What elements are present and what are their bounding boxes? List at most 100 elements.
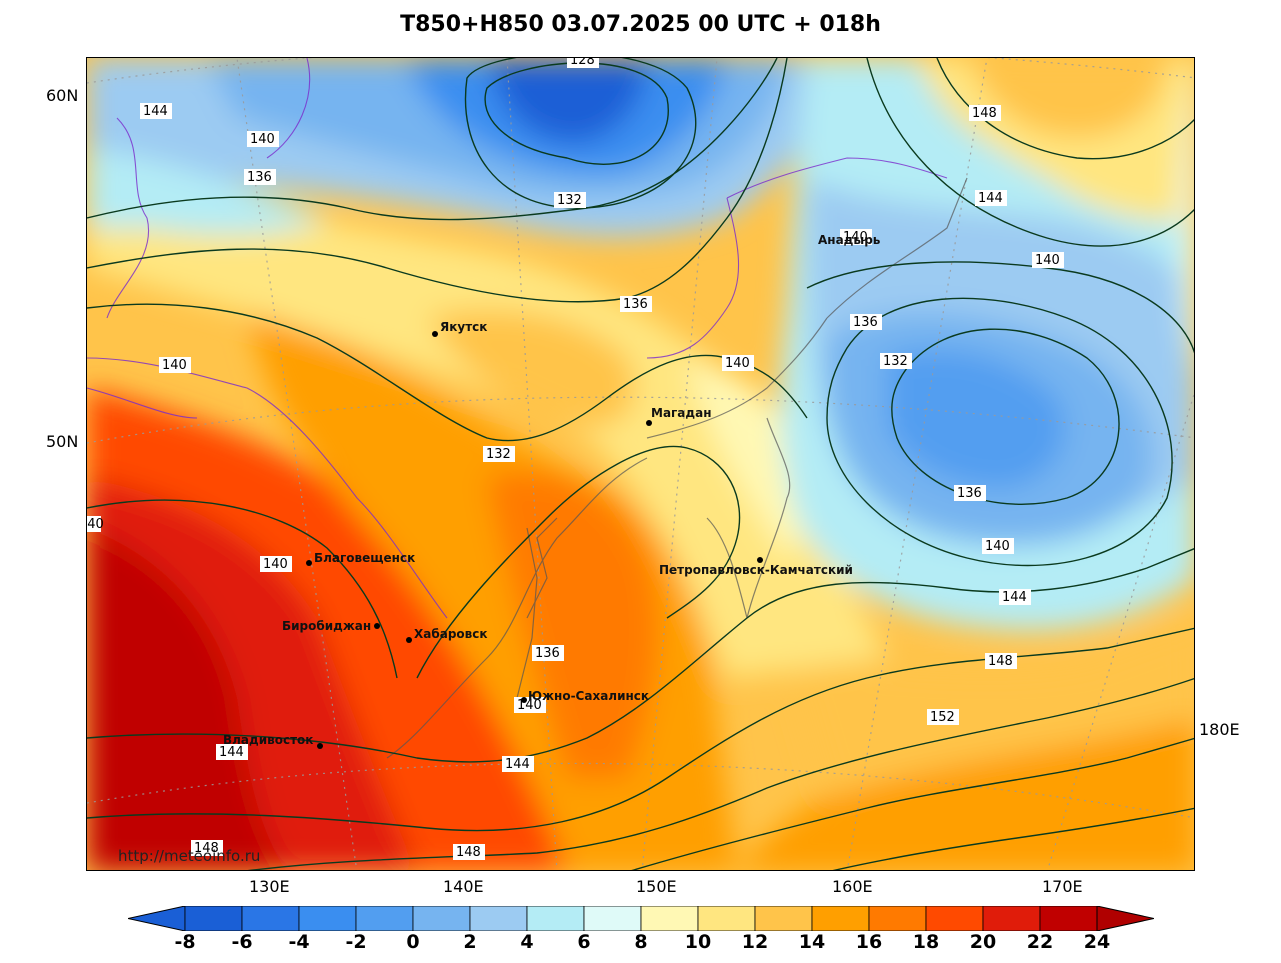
svg-text:Биробиджан: Биробиджан — [282, 619, 371, 633]
contour-label: 148 — [969, 105, 1001, 121]
city-khabarovsk: Хабаровск — [406, 627, 488, 643]
colorbar-tick-label: 22 — [1026, 931, 1054, 953]
colorbar-cell — [754, 906, 813, 931]
lat-label-50n: 50N — [46, 432, 79, 451]
contour-label: 140 — [840, 229, 872, 245]
city-magadan: Магадан — [646, 406, 712, 426]
svg-text:Владивосток: Владивосток — [223, 733, 313, 747]
map-title: T850+H850 03.07.2025 00 UTC + 018h — [400, 12, 881, 37]
contour-label: 144 — [975, 190, 1007, 206]
colorbar-cell — [640, 906, 699, 931]
contour-label: 132 — [554, 192, 586, 208]
temperature-field: 128 132 132 132 136 136 136 136 136 140 … — [87, 58, 1194, 870]
svg-text:140: 140 — [250, 132, 275, 147]
svg-text:144: 144 — [1002, 590, 1027, 605]
svg-text:128: 128 — [570, 58, 595, 68]
lon-label-150e: 150E — [636, 877, 677, 896]
colorbar-tick-label: 24 — [1083, 931, 1111, 953]
city-yuzhno-sakhalinsk: Южно-Сахалинск — [521, 689, 649, 703]
svg-text:144: 144 — [978, 191, 1003, 206]
contour-label: 136 — [954, 485, 986, 501]
lon-label-170e: 170E — [1042, 877, 1083, 896]
contour-label: 144 — [140, 103, 172, 119]
colorbar-tick-label: 8 — [634, 931, 648, 953]
svg-text:Якутск: Якутск — [440, 320, 487, 334]
colorbar-cell — [697, 906, 756, 931]
colorbar-tick-label: 12 — [741, 931, 769, 953]
svg-text:148: 148 — [988, 654, 1013, 669]
colorbar-tick-label: 20 — [969, 931, 997, 953]
svg-text:136: 136 — [535, 646, 560, 661]
colorbar-tick-label: -2 — [345, 931, 367, 953]
contour-label: 148 — [191, 840, 223, 856]
svg-text:152: 152 — [930, 710, 955, 725]
svg-text:148: 148 — [972, 106, 997, 121]
colorbar-cell — [982, 906, 1041, 931]
colorbar-tick-label: -8 — [174, 931, 196, 953]
colorbar-high-arrow — [1096, 906, 1154, 931]
svg-text:Хабаровск: Хабаровск — [414, 627, 488, 641]
temperature-colorbar — [128, 906, 1154, 931]
colorbar-cell — [925, 906, 984, 931]
svg-text:144: 144 — [219, 745, 244, 760]
contour-label: 136 — [244, 169, 276, 185]
svg-text:140: 140 — [843, 230, 868, 245]
city-yakutsk: Якутск — [432, 320, 487, 337]
colorbar-cell — [355, 906, 414, 931]
svg-text:140: 140 — [1035, 253, 1060, 268]
lon-label-160e: 160E — [832, 877, 873, 896]
colorbar-tick-label: 2 — [463, 931, 477, 953]
contour-label: 136 — [850, 314, 882, 330]
svg-text:148: 148 — [456, 845, 481, 860]
colorbar-tick-label: 18 — [912, 931, 940, 953]
svg-text:136: 136 — [623, 297, 648, 312]
colorbar-tick-label: 0 — [406, 931, 420, 953]
contour-label: 140 — [260, 556, 292, 572]
svg-text:140: 140 — [725, 356, 750, 371]
contour-label: 140 — [982, 538, 1014, 554]
contour-label: 144 — [502, 756, 534, 772]
colorbar-tick-label: -6 — [231, 931, 253, 953]
svg-text:140: 140 — [87, 517, 104, 532]
svg-text:144: 144 — [143, 104, 168, 119]
svg-text:Петропавловск-Камчатский: Петропавловск-Камчатский — [659, 563, 853, 577]
svg-text:140: 140 — [263, 557, 288, 572]
svg-text:148: 148 — [194, 841, 219, 856]
colorbar-cell — [526, 906, 585, 931]
contour-label: 140 — [159, 357, 191, 373]
colorbar-cell — [1039, 906, 1098, 931]
contour-label: 140 — [722, 355, 754, 371]
contour-label: 152 — [927, 709, 959, 725]
contour-label: 140 — [1032, 252, 1064, 268]
svg-text:136: 136 — [247, 170, 272, 185]
lon-label-180e: 180E — [1199, 720, 1240, 739]
svg-text:Благовещенск: Благовещенск — [314, 551, 415, 565]
contour-label: 140 — [87, 516, 104, 532]
svg-text:132: 132 — [883, 354, 908, 369]
colorbar-cell — [469, 906, 528, 931]
city-anadyr: Анадырь — [818, 233, 881, 247]
colorbar-cell — [241, 906, 300, 931]
svg-text:136: 136 — [957, 486, 982, 501]
city-petropavlovsk: Петропавловск-Камчатский — [659, 557, 853, 577]
svg-text:132: 132 — [557, 193, 582, 208]
watermark: http://meteoinfo.ru — [118, 847, 260, 865]
colorbar-tick-label: 14 — [798, 931, 826, 953]
contour-label: 132 — [483, 446, 515, 462]
svg-text:Магадан: Магадан — [651, 406, 712, 420]
svg-text:140: 140 — [162, 358, 187, 373]
contour-label: 128 — [567, 58, 599, 68]
svg-text:144: 144 — [505, 757, 530, 772]
contour-label: 144 — [999, 589, 1031, 605]
colorbar-tick-label: -4 — [288, 931, 310, 953]
map-panel: 128 132 132 132 136 136 136 136 136 140 … — [86, 57, 1195, 871]
contour-label: 144 — [216, 744, 248, 760]
colorbar-cell — [811, 906, 870, 931]
colorbar-tick-label: 16 — [855, 931, 883, 953]
svg-text:132: 132 — [486, 447, 511, 462]
svg-text:136: 136 — [853, 315, 878, 330]
svg-text:Южно-Сахалинск: Южно-Сахалинск — [528, 689, 649, 703]
city-vladivostok: Владивосток — [223, 733, 323, 749]
lon-label-130e: 130E — [249, 877, 290, 896]
lat-label-60n: 60N — [46, 86, 79, 105]
